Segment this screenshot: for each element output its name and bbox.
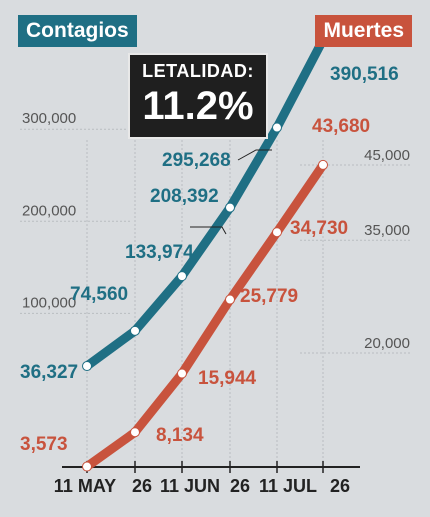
series-line-contagios [82,35,328,371]
left-tick-label: 100,000 [22,294,76,311]
data-label-contagios: 295,268 [162,150,231,171]
data-label-contagios: 390,516 [330,64,399,85]
letalidad-label: LETALIDAD: [142,61,254,81]
legend-contagios: Contagios [18,15,137,47]
data-label-contagios: 208,392 [150,186,219,207]
data-label-muertes: 8,134 [156,425,204,446]
x-tick-label: 11 MAY [54,476,116,496]
series-point-muertes [82,461,92,472]
legend-muertes: Muertes [315,15,412,47]
left-tick-label: 200,000 [22,202,76,219]
right-tick-label: 45,000 [364,147,410,164]
data-label-contagios: 133,974 [125,242,194,263]
series-point-contagios [130,325,140,336]
data-label-contagios: 74,560 [70,284,128,305]
series-point-contagios [225,202,235,213]
data-label-muertes: 34,730 [290,218,348,239]
series-point-contagios [177,271,187,282]
series-point-muertes [177,368,187,379]
data-label-muertes: 15,944 [198,368,257,389]
x-tick-label: 11 JUL [259,476,317,496]
data-label-muertes: 43,680 [312,116,370,137]
x-tick-label: 26 [132,476,152,496]
left-tick-label: 300,000 [22,110,76,127]
leader-line [237,149,272,161]
right-tick-label: 20,000 [364,335,410,352]
series-point-muertes [318,159,328,170]
series-point-contagios [82,361,92,372]
data-label-contagios: 36,327 [20,362,78,383]
x-tick-label: 26 [330,476,350,496]
leader-line [190,226,227,235]
data-label-muertes: 25,779 [240,286,298,307]
series-point-muertes [130,427,140,438]
letalidad-value: 11.2% [142,84,254,128]
series-point-muertes [272,227,282,238]
right-tick-label: 35,000 [364,222,410,239]
series-point-contagios [272,122,282,133]
series-line-muertes [82,160,328,472]
x-tick-label: 26 [230,476,250,496]
letalidad-callout: LETALIDAD: 11.2% [128,53,268,139]
series-point-muertes [225,294,235,305]
x-tick-label: 11 JUN [160,476,220,496]
data-label-muertes: 3,573 [20,434,68,455]
